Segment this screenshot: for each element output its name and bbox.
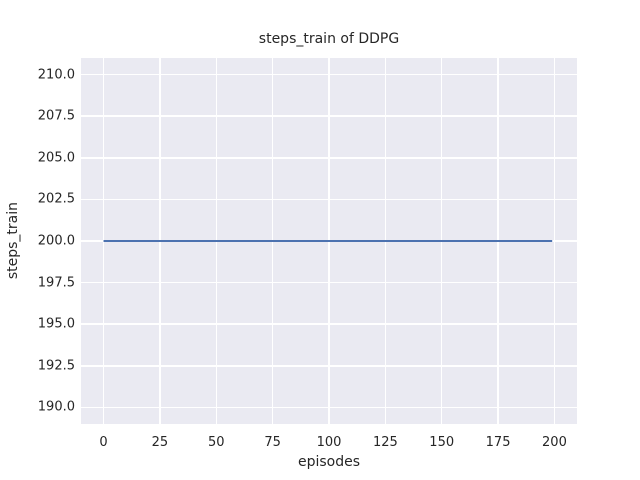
- x-axis-label: episodes: [297, 454, 361, 470]
- y-axis-label-text: steps_train: [5, 202, 21, 280]
- x-tick-label: 175: [485, 435, 511, 450]
- x-tick-label: 25: [151, 435, 169, 450]
- plot-area: [81, 58, 577, 424]
- line-series-layer: [103, 240, 553, 242]
- x-tick-label: 125: [372, 435, 398, 450]
- x-tick-label: 75: [264, 435, 281, 450]
- y-axis-label: steps_train: [5, 58, 21, 424]
- gridline-vertical: [553, 58, 556, 424]
- chart-title: steps_train of DDPG: [258, 31, 400, 47]
- x-tick-label: 0: [99, 435, 108, 450]
- x-tick-label: 150: [429, 435, 455, 450]
- x-tick-label: 200: [542, 435, 567, 450]
- x-tick-label: 50: [207, 435, 225, 450]
- gridline-vertical: [102, 58, 105, 424]
- x-tick-label: 100: [316, 435, 342, 450]
